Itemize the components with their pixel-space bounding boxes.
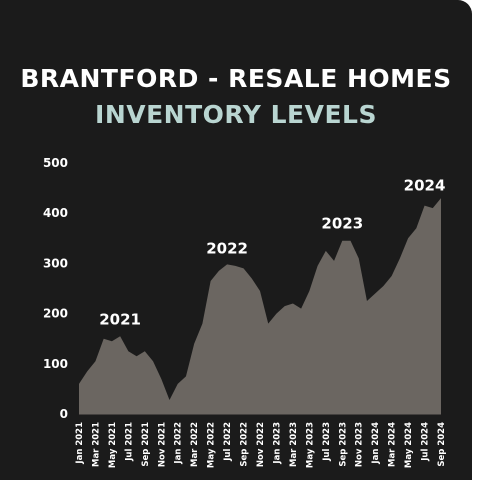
x-tick-label: May 2022 <box>207 422 217 468</box>
x-tick-label: Mar 2024 <box>388 422 398 467</box>
x-tick-label: Jan 2023 <box>272 422 282 465</box>
x-tick-label: Sep 2023 <box>338 422 348 467</box>
year-annotation-label: 2023 <box>321 214 363 232</box>
x-tick-label: May 2024 <box>404 422 414 468</box>
y-tick-label: 0 <box>60 407 68 421</box>
year-annotation-label: 2024 <box>404 177 446 195</box>
chart-title: BRANTFORD - RESALE HOMES <box>20 64 452 93</box>
x-tick-label: Jul 2024 <box>421 422 431 462</box>
x-tick-label: Mar 2023 <box>289 422 299 467</box>
x-tick-label: Mar 2022 <box>190 422 200 467</box>
y-tick-label: 300 <box>43 256 68 270</box>
year-annotations: 2021 2022 2023 2024 <box>99 177 445 329</box>
x-tick-label: May 2021 <box>108 422 118 468</box>
x-tick-label: Mar 2021 <box>91 422 101 467</box>
y-tick-label: 400 <box>43 206 68 220</box>
y-tick-label: 500 <box>43 156 68 170</box>
y-tick-label: 200 <box>43 307 68 321</box>
x-tick-label: May 2023 <box>305 422 315 468</box>
chart-subtitle: INVENTORY LEVELS <box>95 100 377 129</box>
y-tick-label: 100 <box>43 357 68 371</box>
year-annotation-label: 2022 <box>206 239 248 257</box>
x-axis-ticks: Jan 2021 Mar 2021 May 2021 Jul 2021 Sep 2021… <box>75 422 447 468</box>
x-tick-label: Jan 2022 <box>174 422 184 465</box>
year-annotation-label: 2021 <box>99 311 141 329</box>
x-tick-label: Sep 2022 <box>240 422 250 467</box>
x-tick-label: Sep 2024 <box>437 422 447 467</box>
x-tick-label: Nov 2023 <box>355 422 365 467</box>
x-tick-label: Sep 2021 <box>141 422 151 467</box>
x-tick-label: Jul 2023 <box>322 422 332 462</box>
x-tick-label: Jul 2021 <box>124 422 134 462</box>
x-tick-label: Nov 2021 <box>157 422 167 467</box>
x-tick-label: Nov 2022 <box>256 422 266 467</box>
x-tick-label: Jan 2024 <box>371 422 381 465</box>
x-tick-label: Jan 2021 <box>75 422 85 465</box>
inventory-area <box>79 198 441 414</box>
x-tick-label: Jul 2022 <box>223 422 233 462</box>
y-axis-ticks: 0 100 200 300 400 500 <box>43 156 68 421</box>
